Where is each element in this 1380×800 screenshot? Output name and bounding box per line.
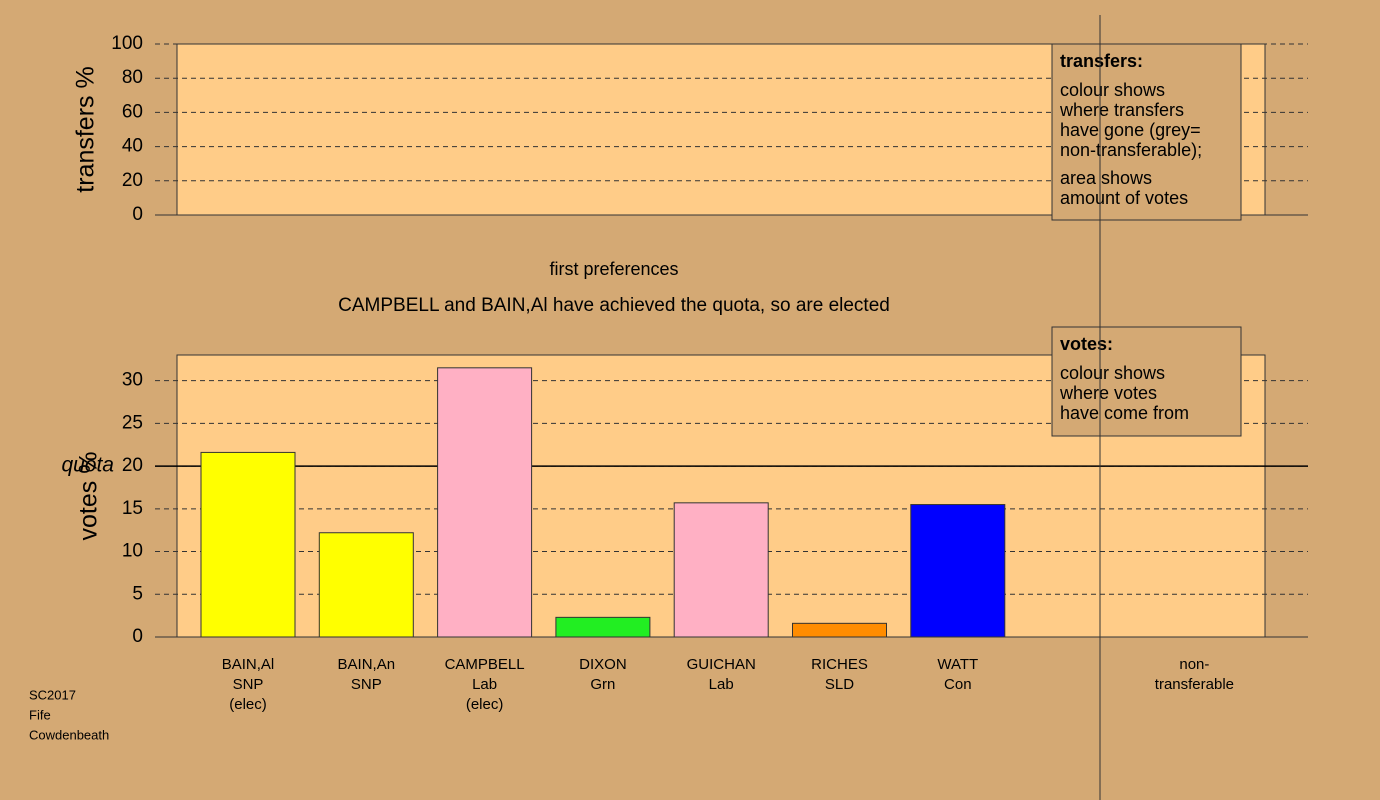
x-tick-label: transferable (1155, 676, 1234, 693)
y-tick-label: 40 (122, 136, 143, 157)
quota-label: quota (61, 454, 114, 477)
x-tick-label: DIXON (579, 656, 627, 673)
legend-text: colour shows (1060, 363, 1165, 383)
x-tick-label: non- (1179, 656, 1209, 673)
x-tick-label: GUICHAN (687, 656, 756, 673)
legend-text: where transfers (1059, 100, 1184, 120)
bar (555, 616, 651, 638)
legend-text: have come from (1060, 403, 1189, 423)
x-tick-label: (elec) (229, 696, 267, 713)
footer: SC2017 (29, 687, 76, 702)
x-tick-label: Lab (472, 676, 497, 693)
legend-box (1051, 43, 1242, 221)
subtitle: first preferences (549, 259, 678, 279)
bar (437, 367, 533, 638)
x-tick-label: RICHES (811, 656, 868, 673)
bar (792, 622, 887, 638)
x-tick-label: (elec) (466, 696, 504, 713)
legend-box (1051, 326, 1242, 437)
y-tick-label: 30 (122, 370, 143, 391)
x-tick-label: Grn (590, 676, 615, 693)
legend-text: colour shows (1060, 80, 1165, 100)
legend-text: area shows (1060, 168, 1152, 188)
x-tick-label: SLD (825, 676, 854, 693)
x-tick-label: SNP (233, 676, 264, 693)
bar (673, 502, 769, 638)
x-tick-label: BAIN,An (338, 656, 396, 673)
x-tick-label: WATT (937, 656, 978, 673)
x-tick-label: SNP (351, 676, 382, 693)
y-axis-label: votes % (75, 452, 103, 541)
y-tick-label: 5 (132, 583, 143, 604)
y-tick-label: 15 (122, 498, 143, 519)
x-tick-label: BAIN,Al (222, 656, 275, 673)
y-tick-label: 20 (122, 455, 143, 476)
title: CAMPBELL and BAIN,Al have achieved the q… (338, 295, 890, 316)
x-tick-label: Con (944, 676, 972, 693)
legend-text: non-transferable); (1060, 140, 1202, 160)
legend-title: votes: (1060, 334, 1113, 354)
bar (910, 504, 1006, 638)
y-tick-label: 80 (122, 67, 143, 88)
y-tick-label: 60 (122, 101, 143, 122)
footer: Fife (29, 707, 51, 722)
y-tick-label: 0 (132, 626, 143, 647)
legend-text: have gone (grey= (1060, 120, 1201, 140)
x-tick-label: CAMPBELL (445, 656, 525, 673)
bar (318, 532, 414, 638)
bar (200, 451, 296, 638)
legend-text: where votes (1059, 383, 1157, 403)
y-tick-label: 10 (122, 541, 143, 562)
y-tick-label: 20 (122, 170, 143, 191)
y-tick-label: 100 (111, 33, 143, 54)
legend-title: transfers: (1060, 51, 1143, 71)
legend-text: amount of votes (1060, 188, 1188, 208)
y-axis-label: transfers % (72, 66, 100, 192)
y-tick-label: 25 (122, 412, 143, 433)
y-tick-label: 0 (132, 204, 143, 225)
footer: Cowdenbeath (29, 727, 109, 742)
x-tick-label: Lab (709, 676, 734, 693)
